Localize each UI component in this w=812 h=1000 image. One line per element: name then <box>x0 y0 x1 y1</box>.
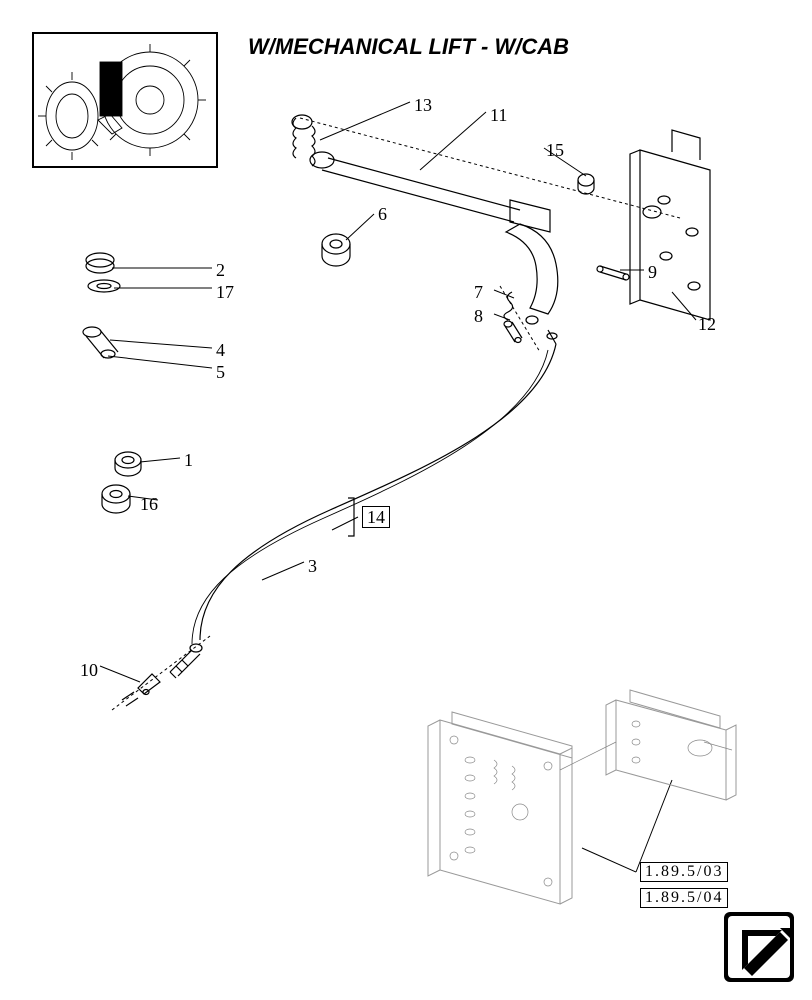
callout-2: 2 <box>216 260 225 281</box>
knob-6 <box>322 234 350 266</box>
ref-box-2: 1.89.5/04 <box>640 888 728 908</box>
callout-14-box: 14 <box>362 506 390 528</box>
bracket-12 <box>630 130 710 320</box>
ghost-hitch-left <box>428 712 572 904</box>
ghost-hitch-right <box>560 690 736 800</box>
callout-7: 7 <box>474 282 483 303</box>
callout-16: 16 <box>140 494 158 515</box>
callout-9: 9 <box>648 262 657 283</box>
diagram-title: W/MECHANICAL LIFT - W/CAB <box>248 34 569 60</box>
lever-assembly <box>292 115 680 324</box>
clip-pin <box>500 286 540 352</box>
callout-10: 10 <box>80 660 98 681</box>
callout-6: 6 <box>378 204 387 225</box>
callout-17: 17 <box>216 282 234 303</box>
callout-12: 12 <box>698 314 716 335</box>
callout-15: 15 <box>546 140 564 161</box>
leaders <box>100 102 696 872</box>
callout-8: 8 <box>474 306 483 327</box>
callout-1: 1 <box>184 450 193 471</box>
corner-arrow-icon <box>724 912 794 982</box>
bracket-14 <box>348 498 354 536</box>
callout-13: 13 <box>414 95 432 116</box>
callout-11: 11 <box>490 105 507 126</box>
page: W/MECHANICAL LIFT - W/CAB <box>0 0 812 1000</box>
bushings <box>102 452 141 513</box>
cable <box>112 330 557 710</box>
ref-box-1: 1.89.5/03 <box>640 862 728 882</box>
callout-4: 4 <box>216 340 225 361</box>
context-thumbnail-frame <box>32 32 218 168</box>
hardware-small <box>83 253 120 358</box>
callout-3: 3 <box>308 556 317 577</box>
callout-5: 5 <box>216 362 225 383</box>
pin-9 <box>597 266 629 280</box>
